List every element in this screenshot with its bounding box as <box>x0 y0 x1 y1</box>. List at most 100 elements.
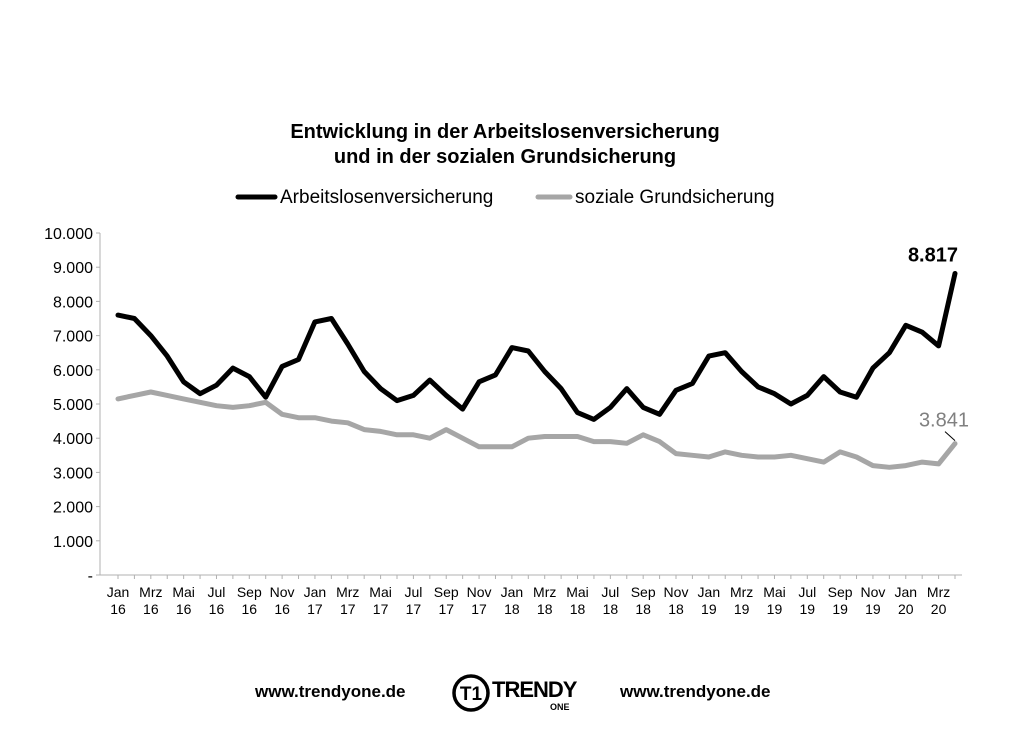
data-point <box>920 460 924 464</box>
data-point <box>247 404 251 408</box>
y-tick-label: 6.000 <box>53 363 93 380</box>
data-point <box>526 349 530 353</box>
data-point <box>707 455 711 459</box>
x-tick-label: 16 <box>242 601 258 617</box>
data-point <box>411 393 415 397</box>
legend-label: Arbeitslosenversicherung <box>280 187 493 208</box>
data-point <box>871 464 875 468</box>
data-point <box>887 351 891 355</box>
chart-end-labels: 8.817 3.841 <box>908 244 969 442</box>
x-tick-label: 17 <box>471 601 487 617</box>
x-tick-label: 19 <box>865 601 881 617</box>
chart-legend: Arbeitslosenversicherung soziale Grundsic… <box>235 187 775 208</box>
x-tick-label: 16 <box>209 601 225 617</box>
x-tick-label: Jul <box>208 584 226 600</box>
y-tick-label: 1.000 <box>53 534 93 551</box>
data-point <box>592 440 596 444</box>
data-point <box>132 393 136 397</box>
y-tick-label: 5.000 <box>53 397 93 414</box>
x-tick-label: Jul <box>601 584 619 600</box>
data-point <box>641 405 645 409</box>
data-point <box>723 351 727 355</box>
x-tick-label: Mrz <box>139 584 162 600</box>
data-point <box>116 313 120 317</box>
data-point <box>198 400 202 404</box>
x-tick-label: 18 <box>603 601 619 617</box>
data-point <box>887 465 891 469</box>
data-point <box>346 421 350 425</box>
x-tick-label: Mrz <box>533 584 556 600</box>
footer-website-left[interactable]: www.trendyone.de <box>255 682 406 701</box>
data-point <box>822 375 826 379</box>
data-point <box>855 395 859 399</box>
footer-website-right[interactable]: www.trendyone.de <box>620 682 771 701</box>
data-point <box>313 416 317 420</box>
data-point <box>395 433 399 437</box>
x-tick-label: 17 <box>438 601 454 617</box>
data-point <box>510 445 514 449</box>
data-point <box>576 434 580 438</box>
x-tick-label: 19 <box>767 601 783 617</box>
data-point <box>904 464 908 468</box>
x-tick-label: 18 <box>635 601 651 617</box>
svg-text:T1: T1 <box>460 684 483 705</box>
series-line <box>115 271 958 422</box>
data-point <box>559 387 563 391</box>
x-tick-label: 17 <box>373 601 389 617</box>
x-tick-label: Nov <box>270 584 295 600</box>
data-point <box>658 440 662 444</box>
y-tick-label: 10.000 <box>44 226 93 243</box>
data-point <box>756 455 760 459</box>
data-point <box>838 450 842 454</box>
x-tick-label: Mrz <box>730 584 753 600</box>
data-point <box>789 402 793 406</box>
data-point <box>772 455 776 459</box>
chart-title-line: Entwicklung in der Arbeitslosenversicher… <box>290 121 719 143</box>
y-tick-label: 2.000 <box>53 500 93 517</box>
x-tick-label: Jan <box>107 584 130 600</box>
data-point <box>280 412 284 416</box>
x-tick-label: 16 <box>143 601 159 617</box>
data-point <box>362 428 366 432</box>
data-point <box>772 392 776 396</box>
series-line <box>115 389 958 470</box>
data-point <box>461 407 465 411</box>
data-point <box>674 388 678 392</box>
y-tick-label: - <box>88 568 93 585</box>
data-point <box>805 393 809 397</box>
data-point <box>149 334 153 338</box>
data-point <box>231 366 235 370</box>
data-point <box>953 442 957 446</box>
x-tick-label: 17 <box>406 601 422 617</box>
trendyone-logo-mark: T1 TRENDY ONE <box>452 674 579 712</box>
x-tick-label: 19 <box>734 601 750 617</box>
x-tick-label: 18 <box>504 601 520 617</box>
svg-text:TRENDY: TRENDY <box>492 677 578 702</box>
data-point <box>477 380 481 384</box>
x-tick-label: 18 <box>570 601 586 617</box>
data-point <box>313 320 317 324</box>
data-point <box>920 330 924 334</box>
x-tick-label: Jan <box>501 584 524 600</box>
x-axis: Jan16Mrz16Mai16Jul16Sep16Nov16Jan17Mrz17… <box>100 574 962 617</box>
data-point <box>543 434 547 438</box>
data-point <box>264 400 268 404</box>
x-tick-label: Jul <box>798 584 816 600</box>
data-point <box>625 387 629 391</box>
y-tick-label: 3.000 <box>53 465 93 482</box>
data-point <box>789 453 793 457</box>
data-point <box>937 344 941 348</box>
trendyone-logo: T1 TRENDY ONE <box>450 672 585 722</box>
data-point <box>592 417 596 421</box>
x-tick-label: Sep <box>434 584 459 600</box>
x-tick-label: Sep <box>828 584 853 600</box>
x-tick-label: Sep <box>237 584 262 600</box>
data-point <box>297 416 301 420</box>
x-tick-label: 19 <box>701 601 717 617</box>
x-tick-label: 16 <box>176 601 192 617</box>
legend-label: soziale Grundsicherung <box>575 187 775 208</box>
x-tick-label: Mrz <box>927 584 950 600</box>
x-tick-label: Jul <box>404 584 422 600</box>
data-point <box>805 457 809 461</box>
data-point <box>723 450 727 454</box>
